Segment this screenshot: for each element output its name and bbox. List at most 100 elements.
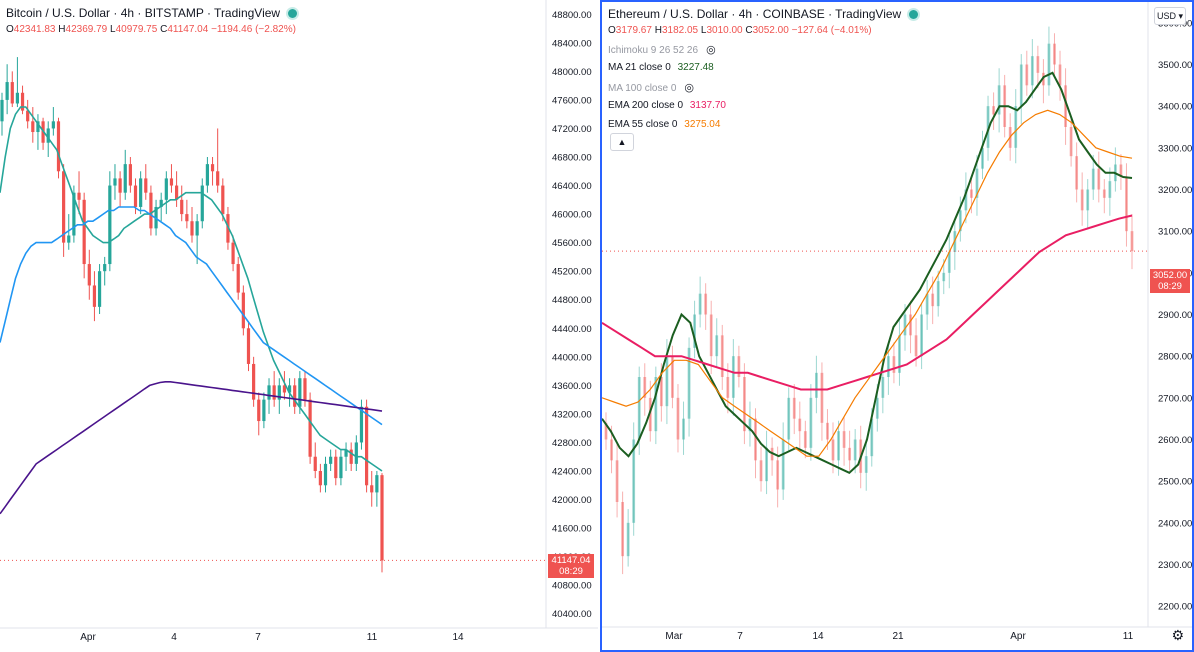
eth-candle-body (643, 377, 647, 398)
eth-chart-pane[interactable]: 2200.00 2300.00 2400.00 2500.00 2600.00 2700.… (600, 0, 1194, 652)
eth-y-tick-label: 3500.00 (1158, 60, 1192, 71)
btc-candle-body (108, 185, 112, 265)
btc-y-tick-label: 45600.00 (552, 238, 592, 249)
eth-candle-body (715, 335, 719, 357)
btc-last-price-label: 41147.04 08:29 (548, 554, 594, 578)
eth-candle-body (621, 502, 625, 557)
indicator-ichimoku[interactable]: Ichimoku 9 26 52 26 ◎ (608, 43, 716, 56)
eth-candle-body (720, 335, 724, 377)
eth-candle-body (831, 439, 835, 461)
btc-candle-body (0, 99, 4, 122)
eth-candle-body (992, 106, 995, 115)
btc-chart-header: Bitcoin / U.S. Dollar · 4h · BITSTAMP · … (6, 6, 298, 20)
eth-x-tick-label: 21 (892, 631, 904, 642)
eth-candle-body (787, 397, 791, 440)
eth-y-tick-label: 2200.00 (1158, 602, 1192, 613)
btc-candle-body (318, 471, 322, 486)
eth-low-value: 3010.00 (706, 25, 743, 36)
eth-candle-body (997, 85, 1001, 115)
indicator-ma-100[interactable]: MA 100 close 0 ◎ (608, 81, 694, 94)
btc-x-tick-label: 4 (171, 632, 177, 643)
eye-off-icon[interactable]: ◎ (684, 82, 694, 94)
indicator-ema-55-name: EMA 55 close 0 (608, 119, 678, 130)
btc-high-label: H (58, 24, 66, 35)
btc-candle-body (323, 463, 328, 486)
eth-candle-body (975, 168, 979, 198)
eth-close-label: C (745, 25, 753, 36)
btc-candle-body (282, 385, 287, 393)
eth-x-tick-label: Mar (665, 631, 683, 642)
eth-candle-body (914, 335, 918, 357)
btc-candle-body (56, 121, 61, 172)
btc-chart-pane[interactable]: 40400.0040800.0041200.0041600.0042000.00… (0, 0, 598, 652)
btc-candle-body (51, 121, 55, 129)
indicator-ichimoku-name: Ichimoku 9 26 52 26 (608, 45, 699, 56)
btc-close-label: C (160, 24, 168, 35)
btc-candle-body (5, 82, 9, 100)
eth-high-value: 3182.05 (661, 25, 699, 36)
market-open-status-icon (288, 9, 298, 18)
btc-candle-body (236, 264, 240, 293)
collapse-indicators-button[interactable]: ▲ (610, 133, 634, 151)
indicator-ema-55[interactable]: EMA 55 close 0 3275.04 (608, 119, 720, 130)
eth-candle-body (848, 447, 852, 461)
eth-candle-body (1036, 56, 1040, 73)
currency-selector[interactable]: USD ▾ (1154, 7, 1186, 25)
eth-x-tick-label: Apr (1010, 631, 1026, 642)
eth-candle-body (671, 356, 674, 398)
eth-y-tick-label: 3400.00 (1158, 102, 1192, 113)
eth-candle-body (870, 418, 874, 457)
btc-candle-body (72, 192, 76, 236)
btc-candle-body (359, 406, 364, 443)
btc-candle-body (262, 399, 266, 422)
btc-y-tick-label: 47200.00 (552, 124, 592, 135)
btc-candle-body (113, 178, 117, 186)
btc-y-tick-label: 44400.00 (552, 324, 592, 335)
gear-icon[interactable]: ⚙ (1171, 627, 1184, 643)
eth-change-value: −127.64 (−4.01%) (791, 25, 872, 36)
eth-candle-body (792, 397, 796, 419)
eth-candle-body (942, 272, 946, 282)
btc-close-value: 41147.04 (167, 24, 209, 35)
btc-candle-body (174, 185, 179, 200)
btc-candle-body (180, 199, 184, 215)
eth-high-label: H (654, 25, 662, 36)
eth-y-tick-label: 2800.00 (1158, 352, 1192, 363)
eth-candle-body (709, 314, 713, 357)
eth-candle-body (1075, 156, 1079, 190)
eth-chart-canvas[interactable]: 2200.00 2300.00 2400.00 2500.00 2600.00 2700.… (602, 2, 1192, 650)
btc-ohlc-readout: O42341.83 H42369.79 L40979.75 C41147.04 … (6, 24, 296, 35)
eth-candle-body (1053, 43, 1056, 65)
eth-candle-body (693, 314, 696, 348)
btc-ma-fast-line (0, 106, 383, 472)
btc-chart-canvas[interactable]: 40400.0040800.0041200.0041600.0042000.00… (0, 0, 598, 652)
btc-candle-body (344, 449, 348, 457)
eth-candle-body (815, 372, 818, 398)
eth-x-tick-label: 11 (1123, 631, 1134, 642)
eth-last-price-value: 3052.00 (1152, 270, 1188, 281)
btc-low-label: L (110, 24, 116, 35)
btc-y-tick-label: 43200.00 (552, 409, 592, 420)
eth-candle-body (1019, 64, 1023, 107)
btc-candle-body (169, 178, 174, 186)
eth-symbol-title[interactable]: Ethereum / U.S. Dollar · 4h · COINBASE ·… (608, 7, 902, 21)
btc-candle-body (257, 399, 261, 422)
eth-candle-body (1130, 231, 1134, 252)
eye-off-icon[interactable]: ◎ (706, 44, 716, 56)
btc-y-tick-label: 46000.00 (552, 210, 592, 221)
eth-candle-body (947, 252, 951, 273)
eth-candle-body (936, 281, 940, 307)
btc-candle-body (329, 456, 333, 464)
eth-ma-21-line (602, 71, 1133, 474)
eth-candle-body (892, 356, 896, 373)
eth-candle-body (820, 372, 824, 423)
btc-candle-body (10, 82, 14, 104)
btc-candle-body (241, 292, 245, 329)
eth-ohlc-readout: O3179.67 H3182.05 L3010.00 C3052.00 −127… (608, 25, 872, 36)
indicator-ema-200[interactable]: EMA 200 close 0 3137.70 (608, 100, 726, 111)
btc-candle-body (20, 92, 25, 111)
btc-candle-body (133, 185, 138, 207)
chevron-up-icon: ▲ (617, 137, 627, 147)
indicator-ma-21[interactable]: MA 21 close 0 3227.48 (608, 62, 714, 73)
btc-symbol-title[interactable]: Bitcoin / U.S. Dollar · 4h · BITSTAMP · … (6, 6, 281, 20)
